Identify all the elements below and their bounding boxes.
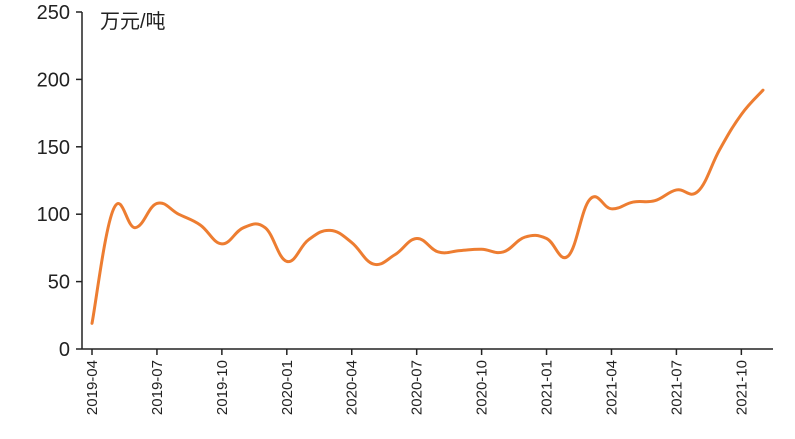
axes — [81, 12, 773, 350]
unit-label: 万元/吨 — [100, 10, 166, 33]
x-tick-label: 2021-10 — [733, 360, 750, 415]
x-tick-label: 2020-10 — [474, 360, 491, 415]
x-tick-label: 2020-01 — [279, 360, 296, 415]
series-group — [90, 88, 765, 325]
y-ticks: 0 50 100 150 200 250 — [37, 2, 82, 361]
x-tick-label: 2021-07 — [668, 360, 685, 415]
y-tick-label: 0 — [59, 339, 70, 361]
series-line — [90, 88, 765, 325]
x-tick-label: 2019-04 — [84, 360, 101, 415]
x-tick-label: 2019-07 — [149, 360, 166, 415]
y-tick-label: 50 — [48, 272, 70, 294]
x-ticks: 2019-04 2019-07 2019-10 2020-01 2020-04 2020-… — [84, 349, 750, 415]
y-tick-label: 150 — [37, 137, 70, 159]
x-tick-label: 2021-04 — [603, 360, 620, 415]
x-tick-label: 2019-10 — [214, 360, 231, 415]
y-tick-label: 100 — [37, 204, 70, 226]
x-tick-label: 2020-07 — [409, 360, 426, 415]
x-tick-label: 2020-04 — [344, 360, 361, 415]
y-tick-label: 250 — [37, 2, 70, 24]
x-tick-label: 2021-01 — [539, 360, 556, 415]
y-tick-label: 200 — [37, 69, 70, 91]
